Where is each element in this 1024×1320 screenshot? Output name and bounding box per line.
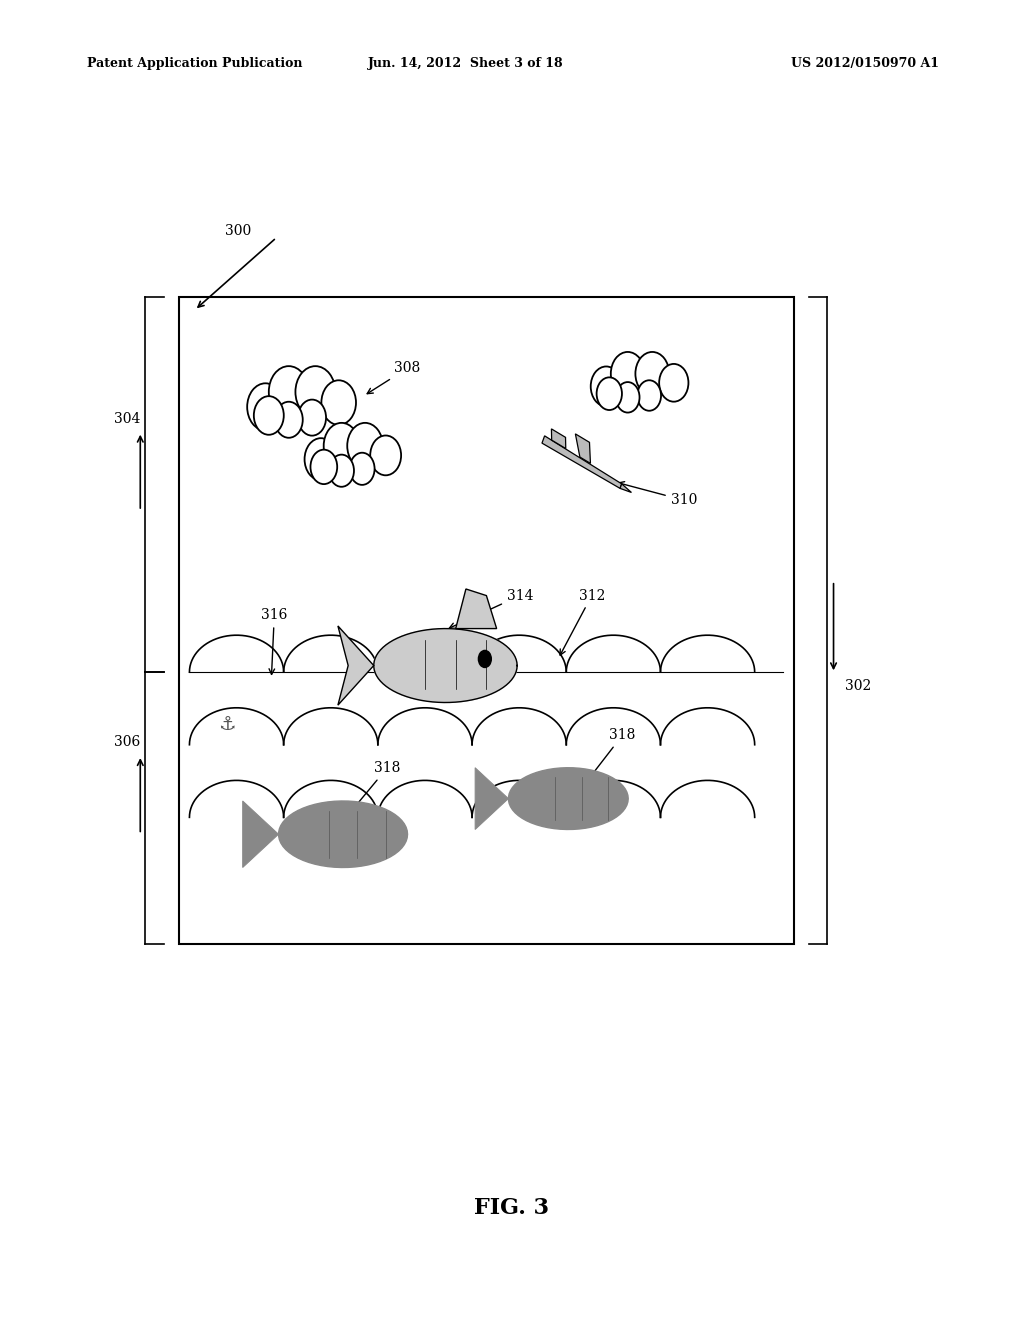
Circle shape [659,364,688,401]
Polygon shape [621,484,632,492]
Text: 318: 318 [346,762,400,817]
Circle shape [274,401,303,438]
Text: Jun. 14, 2012  Sheet 3 of 18: Jun. 14, 2012 Sheet 3 of 18 [368,57,564,70]
Circle shape [254,396,284,434]
Circle shape [591,367,622,407]
Circle shape [637,380,662,411]
Text: 312: 312 [560,589,605,655]
Circle shape [347,422,383,469]
Text: Patent Application Publication: Patent Application Publication [87,57,302,70]
Circle shape [635,352,670,396]
Circle shape [324,422,359,469]
Circle shape [610,352,645,396]
Polygon shape [243,801,279,867]
Text: 310: 310 [618,482,697,507]
Circle shape [615,381,640,413]
Circle shape [247,383,284,430]
Circle shape [268,366,309,417]
Circle shape [310,450,337,484]
Polygon shape [552,429,566,449]
Circle shape [295,366,336,417]
Circle shape [477,649,493,668]
Text: ⚓: ⚓ [218,715,237,734]
Text: 314: 314 [450,589,534,628]
Text: 302: 302 [845,680,871,693]
Text: 308: 308 [368,362,421,393]
Circle shape [298,400,326,436]
Text: 306: 306 [114,735,140,748]
Polygon shape [509,768,629,829]
Polygon shape [475,768,509,829]
Polygon shape [279,801,408,867]
Circle shape [304,438,337,480]
Text: FIG. 3: FIG. 3 [474,1197,550,1218]
Circle shape [322,380,356,425]
Circle shape [349,453,375,484]
Text: 318: 318 [582,729,636,788]
Polygon shape [374,628,517,702]
Polygon shape [575,434,591,463]
Text: US 2012/0150970 A1: US 2012/0150970 A1 [792,57,939,70]
Circle shape [371,436,401,475]
Text: 300: 300 [224,224,251,238]
Text: 316: 316 [261,609,288,675]
Polygon shape [338,626,374,705]
Bar [179,297,794,944]
Text: 304: 304 [114,412,140,425]
Polygon shape [456,589,497,628]
Polygon shape [542,436,622,488]
Circle shape [329,454,354,487]
Circle shape [597,378,622,411]
